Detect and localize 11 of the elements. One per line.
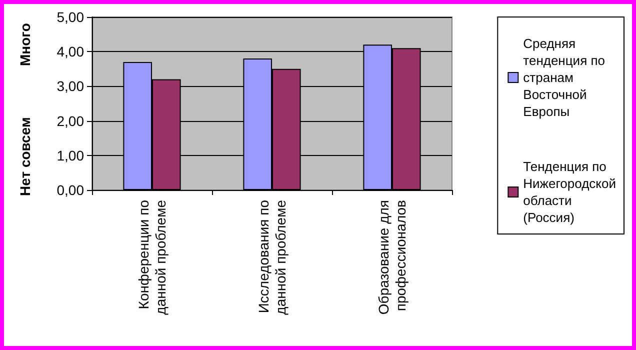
- y-tick-label: 0,00: [56, 182, 84, 198]
- y-tick-label: 1,00: [56, 147, 84, 164]
- y-tick-label: 4,00: [56, 44, 84, 60]
- legend-label: Тенденция по Нижегородской области (Россия): [523, 159, 616, 225]
- x-tick-label: Конференции по данной проблеме: [136, 200, 168, 315]
- y-tick-label: 2,00: [56, 112, 84, 129]
- y-axis-title: Нет совсем: [17, 117, 33, 196]
- legend-label: Средняя тенденция по странам Восточной Европы: [523, 36, 605, 119]
- text: Много: [17, 23, 33, 66]
- y-tick-label: 3,00: [56, 78, 84, 94]
- y-tick-label: 5,00: [56, 9, 84, 25]
